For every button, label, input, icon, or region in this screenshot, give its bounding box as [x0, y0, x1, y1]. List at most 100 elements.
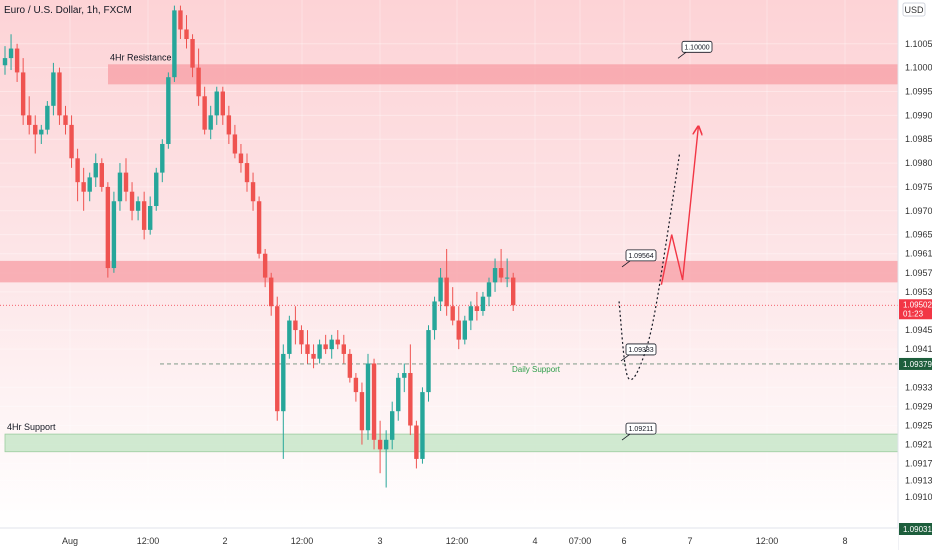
- candle-body[interactable]: [317, 344, 322, 359]
- candle[interactable]: [244, 153, 250, 192]
- candle-body[interactable]: [468, 306, 474, 321]
- candle[interactable]: [208, 105, 213, 140]
- candle-body[interactable]: [14, 48, 20, 73]
- candle-body[interactable]: [39, 129, 44, 135]
- candle-body[interactable]: [256, 201, 262, 254]
- candle[interactable]: [486, 277, 492, 307]
- candle[interactable]: [359, 382, 365, 445]
- candle-body[interactable]: [250, 182, 256, 202]
- candle-body[interactable]: [244, 163, 250, 183]
- candle[interactable]: [396, 373, 401, 421]
- candle-body[interactable]: [511, 277, 516, 306]
- candle-body[interactable]: [111, 201, 117, 269]
- candle[interactable]: [2, 46, 8, 75]
- drawing-layer[interactable]: 1.10000 1.09564 1.09211 1.09383: [618, 40, 713, 441]
- candle[interactable]: [63, 105, 68, 135]
- candle-body[interactable]: [347, 353, 353, 378]
- candle[interactable]: [81, 167, 86, 211]
- candle[interactable]: [69, 115, 74, 168]
- candle-body[interactable]: [432, 301, 437, 331]
- candle[interactable]: [256, 196, 262, 259]
- candle-body[interactable]: [311, 353, 316, 359]
- candle-body[interactable]: [51, 72, 56, 106]
- candle[interactable]: [117, 163, 123, 211]
- candle[interactable]: [184, 15, 189, 49]
- candle-body[interactable]: [69, 124, 74, 159]
- candle[interactable]: [371, 358, 377, 450]
- candle[interactable]: [57, 67, 62, 125]
- candle[interactable]: [27, 96, 32, 135]
- candle[interactable]: [293, 306, 298, 345]
- candle[interactable]: [166, 72, 171, 149]
- candle[interactable]: [305, 330, 310, 364]
- time-axis[interactable]: Aug 12:00 2 12:00 3 12:00 4 07:00 6 7 12:00 8: [0, 527, 898, 550]
- candle-body[interactable]: [498, 268, 504, 278]
- candle-body[interactable]: [293, 320, 298, 331]
- candle-body[interactable]: [8, 48, 14, 59]
- candle-body[interactable]: [129, 191, 135, 211]
- candle[interactable]: [250, 172, 256, 211]
- price-callout[interactable]: 1.10000: [677, 40, 713, 59]
- candle[interactable]: [377, 420, 383, 474]
- candle[interactable]: [14, 43, 20, 82]
- candle-body[interactable]: [141, 201, 147, 230]
- candle-body[interactable]: [269, 277, 274, 307]
- candle-body[interactable]: [341, 344, 346, 354]
- candle[interactable]: [93, 153, 98, 187]
- candle-body[interactable]: [27, 115, 32, 125]
- candle-body[interactable]: [202, 96, 207, 130]
- candle[interactable]: [232, 124, 238, 159]
- candle[interactable]: [8, 34, 14, 71]
- candle[interactable]: [504, 258, 510, 288]
- candle-body[interactable]: [33, 124, 38, 135]
- candle[interactable]: [474, 291, 480, 321]
- candle[interactable]: [190, 34, 195, 78]
- candle-body[interactable]: [504, 277, 510, 279]
- candle[interactable]: [414, 420, 419, 469]
- candle-body[interactable]: [93, 163, 98, 178]
- candle-body[interactable]: [377, 439, 383, 450]
- candle[interactable]: [51, 62, 56, 116]
- price-callout[interactable]: 1.09211: [621, 422, 657, 441]
- candle[interactable]: [323, 334, 328, 354]
- candle[interactable]: [511, 272, 516, 311]
- candle-body[interactable]: [426, 330, 431, 393]
- candle-body[interactable]: [105, 186, 111, 269]
- candle-body[interactable]: [281, 353, 286, 412]
- candle-body[interactable]: [214, 91, 219, 116]
- candle[interactable]: [408, 344, 413, 436]
- candle[interactable]: [347, 349, 353, 383]
- candle-body[interactable]: [226, 115, 232, 135]
- candle-body[interactable]: [323, 344, 328, 350]
- candle[interactable]: [311, 344, 316, 369]
- candle-body[interactable]: [408, 373, 413, 426]
- candle-body[interactable]: [462, 320, 467, 340]
- candle-body[interactable]: [123, 172, 129, 192]
- candle[interactable]: [444, 248, 449, 316]
- candle-body[interactable]: [492, 268, 498, 283]
- candle-body[interactable]: [305, 344, 310, 354]
- candle[interactable]: [383, 430, 389, 488]
- candle[interactable]: [20, 58, 26, 125]
- candle[interactable]: [154, 167, 159, 211]
- candle-body[interactable]: [172, 10, 177, 78]
- candle[interactable]: [341, 334, 346, 364]
- currency-button-label[interactable]: USD: [904, 5, 924, 15]
- candle[interactable]: [262, 248, 268, 288]
- candle[interactable]: [390, 401, 395, 450]
- candle[interactable]: [426, 325, 431, 402]
- candle-body[interactable]: [135, 201, 141, 211]
- candle[interactable]: [141, 191, 147, 240]
- candle-body[interactable]: [299, 330, 304, 345]
- candle-body[interactable]: [414, 425, 419, 459]
- candle-body[interactable]: [371, 363, 377, 440]
- candle[interactable]: [226, 105, 232, 144]
- candle-body[interactable]: [275, 306, 280, 412]
- price-callout-box[interactable]: [681, 40, 713, 53]
- candle[interactable]: [148, 196, 153, 235]
- candle[interactable]: [135, 196, 141, 221]
- candle-body[interactable]: [45, 105, 50, 130]
- candle-body[interactable]: [99, 163, 104, 187]
- candle[interactable]: [468, 301, 474, 331]
- candle[interactable]: [129, 182, 135, 221]
